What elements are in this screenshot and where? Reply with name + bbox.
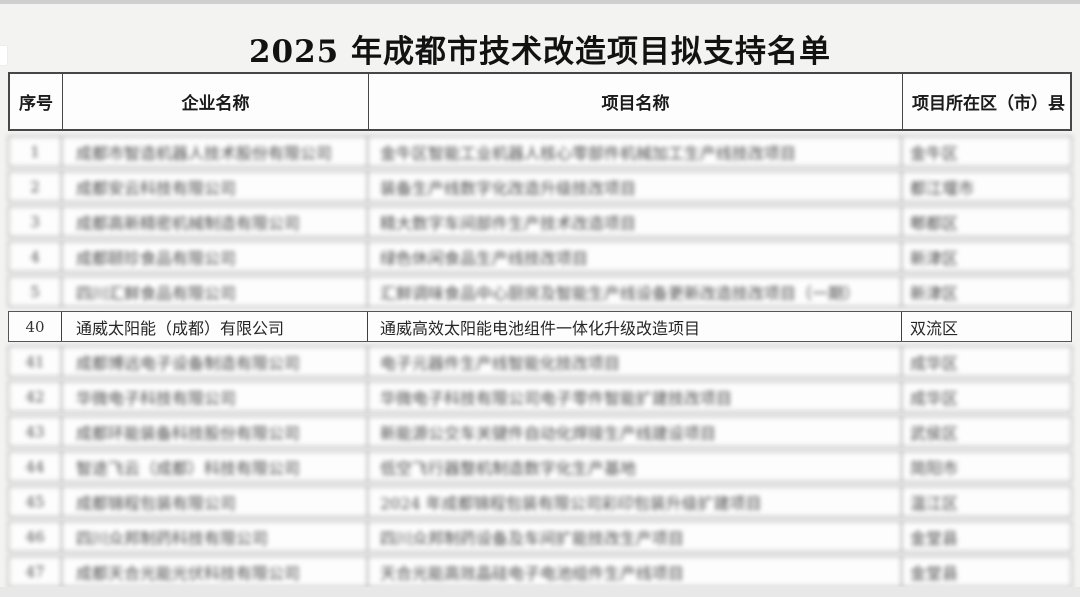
row-project-cell: 新能源公交车关键件自动化焊接生产线建设项目 [367, 417, 901, 446]
row-district-cell: 成华区 [901, 382, 1073, 411]
header-cell-index: 序号 [19, 94, 53, 114]
row-index-cell: 40 [25, 317, 45, 336]
row-project-cell: 绿色休闲食品生产线技改项目 [367, 242, 901, 271]
row-company-cell: 成都博远电子设备制造有限公司 [61, 347, 367, 376]
table-row: 1 成都市智造机器人技术股份有限公司 金牛区智能工业机器人核心零部件机械加工生产… [8, 136, 1072, 167]
row-index-cell: 44 [25, 457, 45, 476]
table-row: 2 成都安云科技有限公司 装备生产线数字化改造升级技改项目 都江堰市 [8, 171, 1072, 202]
row-index-cell: 3 [30, 212, 40, 231]
table-body: 1 成都市智造机器人技术股份有限公司 金牛区智能工业机器人核心零部件机械加工生产… [8, 136, 1072, 587]
table-header-row: 序号 企业名称 项目名称 项目所在区（市）县 [8, 72, 1072, 131]
row-district-cell: 金堂县 [901, 522, 1073, 551]
row-project-cell: 汇鲜调味食品中心厨房及智能生产线设备更新改造技改项目（一期） [367, 277, 901, 306]
table-row: 5 四川汇鲜食品有限公司 汇鲜调味食品中心厨房及智能生产线设备更新改造技改项目（… [8, 276, 1072, 307]
table-row: 40 通威太阳能（成都）有限公司 通威高效太阳能电池组件一体化升级改造项目 双流… [8, 311, 1072, 342]
row-company-cell: 通威太阳能（成都）有限公司 [61, 312, 367, 341]
row-district-cell: 成华区 [901, 347, 1073, 376]
row-company-cell: 华微电子科技有限公司 [61, 382, 367, 411]
row-company-cell: 成都市智造机器人技术股份有限公司 [61, 137, 367, 166]
row-district-cell: 都江堰市 [901, 172, 1073, 201]
row-project-cell: 2024 年成都锦程包装有限公司彩印包装升级扩建项目 [367, 487, 901, 516]
table-row: 43 成都环能装备科技股份有限公司 新能源公交车关键件自动化焊接生产线建设项目 … [8, 416, 1072, 447]
row-project-cell: 四川众邦制药设备及车间扩能技改生产项目 [367, 522, 901, 551]
row-project-cell: 华微电子科技有限公司电子零件智能扩建技改项目 [367, 382, 901, 411]
row-index-cell: 1 [30, 142, 40, 161]
row-company-cell: 四川汇鲜食品有限公司 [61, 277, 367, 306]
row-project-cell: 金牛区智能工业机器人核心零部件机械加工生产线技改项目 [367, 137, 901, 166]
header-cell-district: 项目所在区（市）县 [902, 74, 1074, 129]
page-title: 2025 年成都市技术改造项目拟支持名单 [248, 33, 832, 70]
table-row: 46 四川众邦制药科技有限公司 四川众邦制药设备及车间扩能技改生产项目 金堂县 [8, 521, 1072, 552]
row-district-cell: 双流区 [901, 312, 1073, 341]
row-project-cell: 天合光能高效晶硅电子电池组件生产线项目 [367, 557, 901, 586]
table-row: 47 成都天合光能光伏科技有限公司 天合光能高效晶硅电子电池组件生产线项目 金堂… [8, 556, 1072, 587]
table-row: 3 成都高新精密机械制造有限公司 精大数字车间部件生产技术改造项目 郫都区 [8, 206, 1072, 237]
left-edge-tab [0, 46, 7, 65]
row-company-cell: 四川众邦制药科技有限公司 [61, 522, 367, 551]
row-index-cell: 4 [30, 247, 40, 266]
row-district-cell: 温江区 [901, 487, 1073, 516]
row-district-cell: 郫都区 [901, 207, 1073, 236]
row-district-cell: 新津区 [901, 277, 1073, 306]
row-district-cell: 简阳市 [901, 452, 1073, 481]
row-index-cell: 2 [30, 177, 40, 196]
row-company-cell: 成都安云科技有限公司 [61, 172, 367, 201]
support-list-table: 序号 企业名称 项目名称 项目所在区（市）县 1 成都市智造机器人技术股份有限公… [8, 72, 1072, 587]
row-district-cell: 金堂县 [901, 557, 1073, 586]
row-index-cell: 47 [25, 562, 45, 581]
bottom-strip [0, 587, 1080, 597]
row-company-cell: 成都颐珍食品有限公司 [61, 242, 367, 271]
top-strip [0, 0, 1080, 4]
row-company-cell: 智途飞云（成都）科技有限公司 [61, 452, 367, 481]
row-district-cell: 金牛区 [901, 137, 1073, 166]
row-company-cell: 成都锦程包装有限公司 [61, 487, 367, 516]
row-project-cell: 精大数字车间部件生产技术改造项目 [367, 207, 901, 236]
row-district-cell: 武侯区 [901, 417, 1073, 446]
row-index-cell: 43 [25, 422, 45, 441]
header-cell-project: 项目名称 [368, 74, 902, 129]
row-project-cell: 电子元器件生产线智能化技改项目 [367, 347, 901, 376]
header-cell-company: 企业名称 [62, 74, 368, 129]
row-index-cell: 45 [25, 492, 45, 511]
row-index-cell: 46 [25, 527, 45, 546]
table-row: 41 成都博远电子设备制造有限公司 电子元器件生产线智能化技改项目 成华区 [8, 346, 1072, 377]
row-company-cell: 成都天合光能光伏科技有限公司 [61, 557, 367, 586]
row-project-cell: 低空飞行器整机制造数字化生产基地 [367, 452, 901, 481]
row-project-cell: 装备生产线数字化改造升级技改项目 [367, 172, 901, 201]
row-project-cell: 通威高效太阳能电池组件一体化升级改造项目 [367, 312, 901, 341]
table-row: 42 华微电子科技有限公司 华微电子科技有限公司电子零件智能扩建技改项目 成华区 [8, 381, 1072, 412]
row-company-cell: 成都高新精密机械制造有限公司 [61, 207, 367, 236]
row-index-cell: 5 [30, 282, 40, 301]
row-district-cell: 新津区 [901, 242, 1073, 271]
table-row: 4 成都颐珍食品有限公司 绿色休闲食品生产线技改项目 新津区 [8, 241, 1072, 272]
row-company-cell: 成都环能装备科技股份有限公司 [61, 417, 367, 446]
row-index-cell: 42 [25, 387, 45, 406]
row-index-cell: 41 [25, 352, 45, 371]
table-row: 45 成都锦程包装有限公司 2024 年成都锦程包装有限公司彩印包装升级扩建项目… [8, 486, 1072, 517]
table-row: 44 智途飞云（成都）科技有限公司 低空飞行器整机制造数字化生产基地 简阳市 [8, 451, 1072, 482]
